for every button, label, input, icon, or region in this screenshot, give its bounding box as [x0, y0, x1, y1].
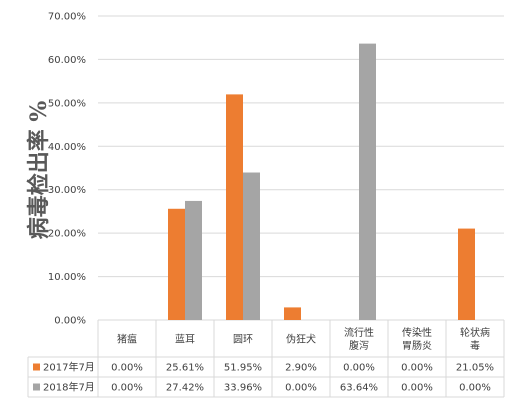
bar [243, 172, 260, 320]
data-label: 0.00% [343, 363, 375, 374]
data-label: 2.90% [285, 363, 317, 374]
y-tick-labels: 0.00% 10.00% 20.00% 30.00% 40.00% 50.00% 60.00… [48, 12, 86, 327]
y-tick-label: 40.00% [48, 142, 86, 153]
y-tick-label: 10.00% [48, 272, 86, 283]
category-label: 胃肠炎 [402, 340, 432, 352]
data-label: 63.64% [340, 383, 378, 394]
category-label: 毒 [470, 339, 480, 352]
category-label: 蓝耳 [175, 334, 195, 346]
data-label: 51.95% [224, 363, 262, 374]
bars [168, 43, 475, 320]
gridlines [98, 15, 504, 321]
data-label: 0.00% [285, 383, 317, 394]
legend-label: 2018年7月 [43, 381, 95, 394]
bar [359, 43, 376, 320]
y-tick-label: 30.00% [48, 185, 86, 196]
category-label: 流行性 [344, 326, 374, 339]
y-tick-label: 60.00% [48, 55, 86, 66]
data-label: 0.00% [459, 383, 491, 394]
y-axis-label: 病毒检出率 % [26, 101, 52, 240]
data-label: 0.00% [111, 363, 143, 374]
category-label: 轮状病 [460, 326, 490, 339]
y-tick-label: 50.00% [48, 98, 86, 109]
data-label: 0.00% [401, 383, 433, 394]
category-label: 传染性 [402, 326, 432, 339]
y-tick-label: 70.00% [48, 12, 86, 23]
bar [284, 307, 301, 320]
data-label: 27.42% [166, 383, 204, 394]
category-label: 圆环 [233, 334, 253, 346]
bar [168, 208, 185, 320]
category-label: 猪瘟 [117, 333, 137, 346]
y-tick-label: 20.00% [48, 229, 86, 240]
data-label: 25.61% [166, 363, 204, 374]
category-label: 腹泻 [349, 339, 369, 352]
legend-key [33, 383, 40, 391]
y-tick-label: 0.00% [54, 316, 86, 327]
legend-label: 2017年7月 [43, 361, 95, 374]
data-label: 0.00% [401, 363, 433, 374]
bar [226, 94, 243, 320]
legend-key [33, 363, 40, 371]
bar [458, 228, 475, 320]
category-label: 伪狂犬 [286, 333, 316, 346]
data-label: 33.96% [224, 383, 262, 394]
data-label: 21.05% [456, 363, 494, 374]
bar [185, 200, 202, 320]
data-label: 0.00% [111, 383, 143, 394]
